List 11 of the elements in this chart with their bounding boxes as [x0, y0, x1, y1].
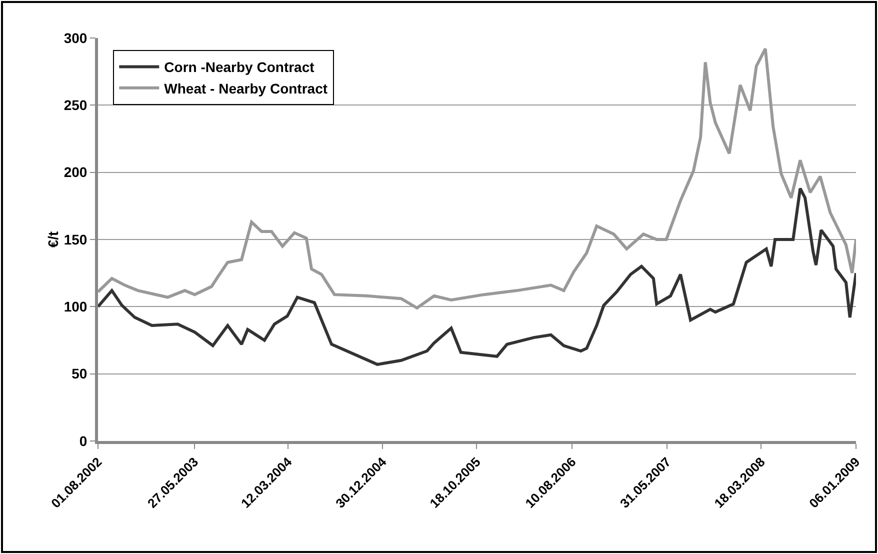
y-tick-label: 100	[64, 298, 88, 315]
legend-label: Corn -Nearby Contract	[164, 59, 315, 76]
y-tick-label: 300	[64, 30, 88, 46]
legend-label: Wheat - Nearby Contract	[164, 80, 328, 96]
y-tick-label: 250	[64, 97, 88, 114]
y-tick-label: 0	[79, 432, 88, 449]
y-tick-label: 50	[72, 366, 88, 382]
y-tick-label: 200	[64, 164, 88, 180]
line-series	[98, 186, 856, 366]
y-axis-title: €/t	[45, 230, 61, 248]
y-tick-label: 150	[64, 231, 88, 248]
